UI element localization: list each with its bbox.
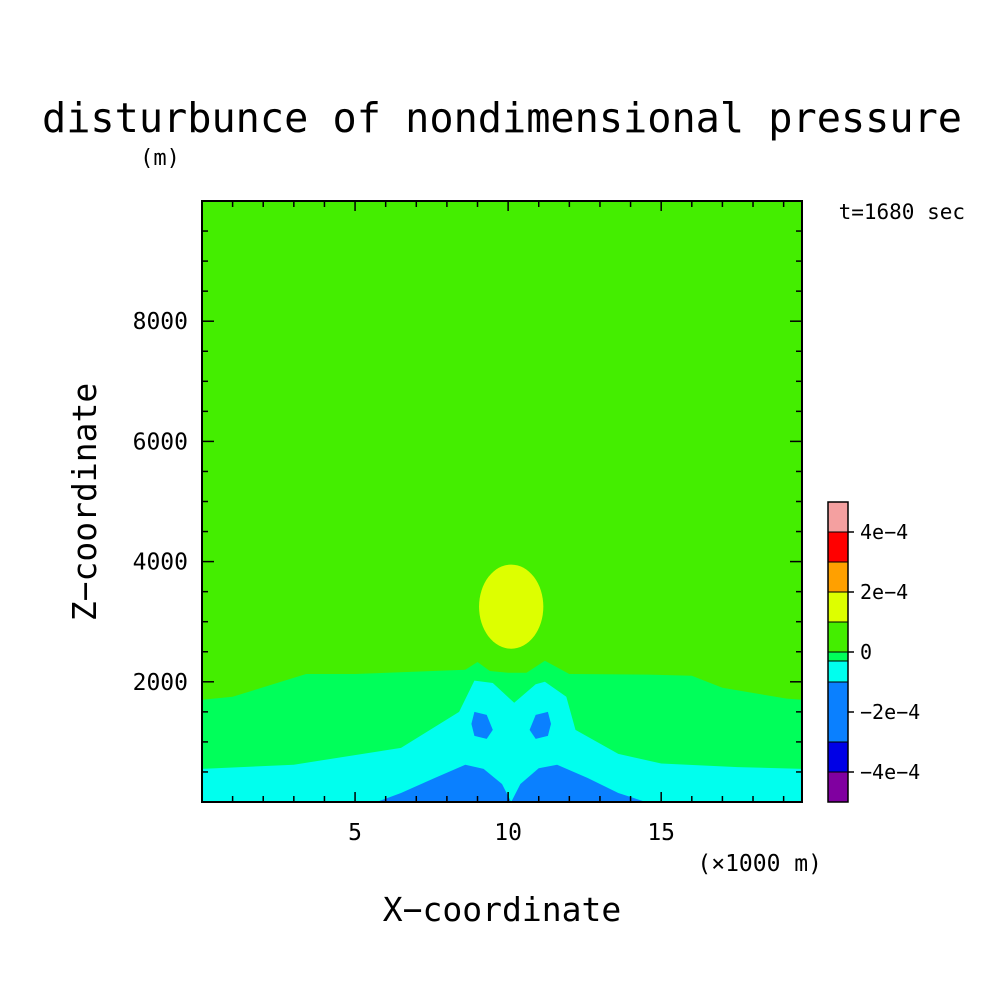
contour-region-bottom-left-lobe <box>376 764 512 802</box>
y-tick-label: 8000 <box>133 309 188 335</box>
x-axis-label: X−coordinate <box>383 890 621 929</box>
colorbar-swatch <box>827 591 849 623</box>
contour-region-background <box>202 201 802 802</box>
colorbar-tick-label: 4e−4 <box>860 520 908 544</box>
colorbar-swatch <box>827 681 849 743</box>
y-axis-label: Z−coordinate <box>65 383 104 621</box>
time-annotation: t=1680 sec <box>839 200 965 224</box>
y-tick-label: 6000 <box>133 429 188 455</box>
x-tick-label: 5 <box>348 820 362 846</box>
colorbar-swatch <box>827 561 849 593</box>
contour-region-left-small-cell <box>471 711 493 739</box>
contour-region-right-small-cell <box>529 711 551 739</box>
axes: 5 10 15 2000 4000 6000 8000 <box>133 201 802 846</box>
colorbar-swatch <box>827 771 849 803</box>
colorbar-swatch <box>827 660 849 683</box>
x-tick-label: 15 <box>647 820 675 846</box>
x-tick-label: 10 <box>494 820 522 846</box>
y-tick-label: 2000 <box>133 670 188 696</box>
colorbar-tick-label: −2e−4 <box>860 700 920 724</box>
x-axis-unit: (×1000 m) <box>697 851 822 877</box>
contour-region-positive-bubble <box>479 564 544 649</box>
colorbar-tick-label: 2e−4 <box>860 580 908 604</box>
plot-area <box>202 201 802 802</box>
colorbar-swatch <box>827 741 849 773</box>
contour-region-negative-layer <box>202 680 802 802</box>
colorbar-swatch <box>827 621 849 653</box>
y-tick-label: 4000 <box>133 550 188 576</box>
colorbar-swatch <box>827 651 849 662</box>
colorbar-tick-label: 0 <box>860 640 872 664</box>
colorbar-tick-label: −4e−4 <box>860 760 920 784</box>
colorbar: 4e−4 2e−4 0 −2e−4 −4e−4 <box>827 501 920 803</box>
colorbar-swatch <box>827 531 849 563</box>
colorbar-swatch <box>827 501 849 533</box>
y-axis-unit: (m) <box>140 146 180 171</box>
contour-region-bottom-right-lobe <box>511 764 646 802</box>
chart-title: disturbunce of nondimensional pressure <box>42 94 962 142</box>
